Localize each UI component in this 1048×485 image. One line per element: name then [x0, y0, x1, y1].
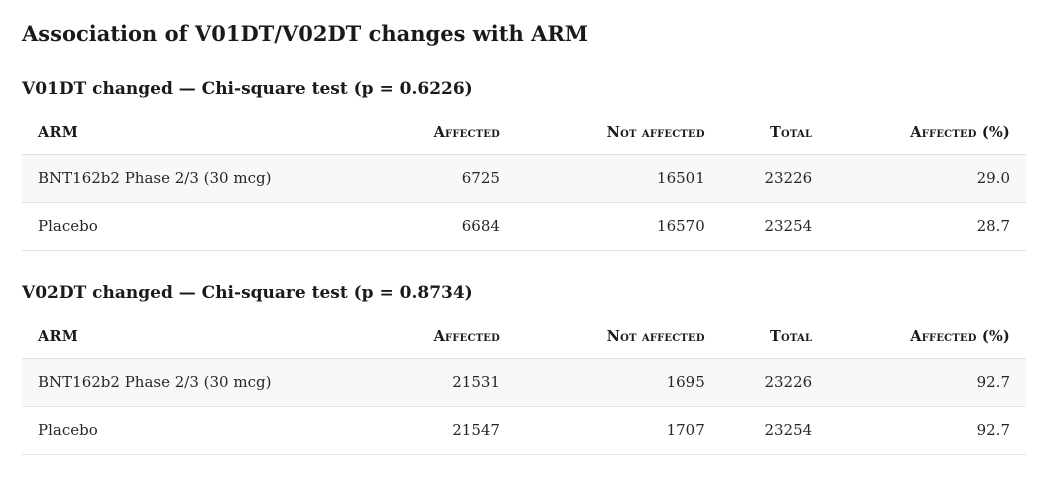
table-row: BNT162b2 Phase 2/3 (30 mcg) 21531 1695 2322…	[22, 358, 1026, 408]
value-cell: 23226	[720, 154, 829, 204]
association-table-v02dt: ARM Affected Not affected Total Affected (%)…	[22, 318, 1026, 456]
column-header: Affected	[322, 114, 516, 156]
value-cell: 29.0	[828, 154, 1026, 204]
column-header: Affected (%)	[828, 318, 1026, 360]
section-heading-v02dt: V02DT changed — Chi-square test (p = 0.8…	[22, 283, 473, 304]
arm-cell: BNT162b2 Phase 2/3 (30 mcg)	[22, 358, 323, 408]
value-cell: 23254	[720, 202, 829, 252]
value-cell: 16501	[515, 154, 721, 204]
table-body: BNT162b2 Phase 2/3 (30 mcg) 21531 1695 2322…	[22, 358, 1026, 456]
value-cell: 1707	[515, 406, 721, 456]
column-header: Not affected	[515, 114, 721, 156]
value-cell: 1695	[515, 358, 721, 408]
column-header: Total	[720, 114, 829, 156]
value-cell: 23254	[720, 406, 829, 456]
value-cell: 23226	[720, 358, 829, 408]
arm-cell: BNT162b2 Phase 2/3 (30 mcg)	[22, 154, 323, 204]
value-cell: 92.7	[828, 406, 1026, 456]
section-v02dt: V02DT changed — Chi-square test (p = 0.8…	[22, 282, 1026, 456]
section-heading-v01dt: V01DT changed — Chi-square test (p = 0.6…	[22, 79, 473, 100]
page-title: Association of V01DT/V02DT changes with …	[22, 21, 589, 46]
column-header: ARM	[22, 318, 323, 360]
value-cell: 92.7	[828, 358, 1026, 408]
table-header: ARM Affected Not affected Total Affected (%)	[22, 318, 1026, 360]
value-cell: 16570	[515, 202, 721, 252]
column-header: Not affected	[515, 318, 721, 360]
association-table-v01dt: ARM Affected Not affected Total Affected (%)…	[22, 114, 1026, 252]
value-cell: 21531	[322, 358, 516, 408]
table-row: Placebo 6684 16570 23254 28.7	[22, 202, 1026, 252]
column-header: Total	[720, 318, 829, 360]
section-v01dt: V01DT changed — Chi-square test (p = 0.6…	[22, 78, 1026, 252]
table-header: ARM Affected Not affected Total Affected (%)	[22, 114, 1026, 156]
value-cell: 28.7	[828, 202, 1026, 252]
table-row: BNT162b2 Phase 2/3 (30 mcg) 6725 16501 2322…	[22, 154, 1026, 204]
value-cell: 6684	[322, 202, 516, 252]
value-cell: 21547	[322, 406, 516, 456]
table-row: Placebo 21547 1707 23254 92.7	[22, 406, 1026, 456]
column-header: ARM	[22, 114, 323, 156]
value-cell: 6725	[322, 154, 516, 204]
column-header: Affected (%)	[828, 114, 1026, 156]
arm-cell: Placebo	[22, 406, 323, 456]
column-header: Affected	[322, 318, 516, 360]
table-body: BNT162b2 Phase 2/3 (30 mcg) 6725 16501 2322…	[22, 154, 1026, 252]
arm-cell: Placebo	[22, 202, 323, 252]
